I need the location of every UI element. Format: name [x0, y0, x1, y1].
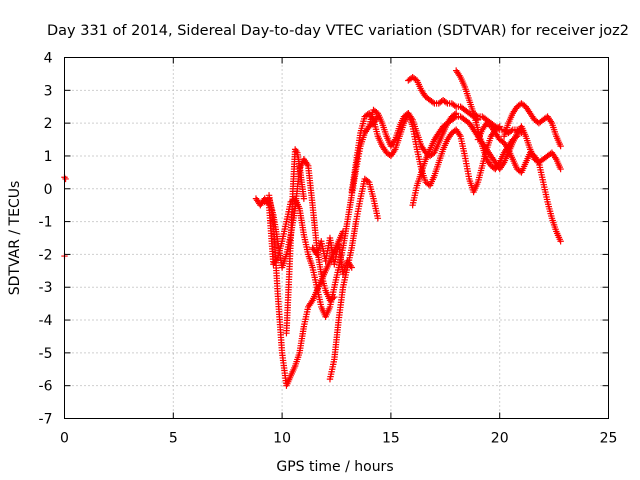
x-axis-label: GPS time / hours	[276, 459, 393, 475]
data-point	[429, 99, 437, 106]
data-point	[364, 177, 371, 185]
data-point	[516, 128, 524, 136]
y-tick-label: -4	[39, 313, 53, 329]
data-point	[300, 195, 308, 202]
y-axis-label: SDTVAR / TECUs	[7, 181, 23, 296]
data-point	[518, 129, 525, 137]
data-point	[495, 125, 502, 132]
plot-frame	[64, 57, 609, 419]
y-tick-label: -3	[39, 280, 53, 296]
x-tick-label: 10	[273, 431, 291, 447]
data-point	[329, 294, 337, 302]
data-point	[557, 142, 564, 150]
data-point	[339, 228, 347, 235]
y-tick-label: 1	[44, 149, 53, 165]
chart-title: Day 331 of 2014, Sidereal Day-to-day VTE…	[47, 23, 629, 39]
data-point	[508, 127, 515, 134]
data-point	[451, 102, 458, 109]
series-sat-p	[470, 110, 525, 137]
y-tick-label: 2	[44, 116, 53, 132]
y-tick-label: -6	[39, 379, 53, 395]
y-tick-label: -5	[39, 346, 53, 362]
series-sat-h	[326, 175, 382, 383]
data-point	[62, 175, 69, 183]
x-tick-label: 0	[60, 431, 69, 447]
data-point	[442, 99, 450, 106]
y-tick-label: -1	[39, 215, 53, 231]
x-tick-label: 5	[169, 431, 178, 447]
y-tick-label: -2	[39, 247, 53, 263]
y-tick-label: -7	[39, 412, 53, 428]
data-point	[374, 215, 382, 222]
data-point	[451, 114, 458, 121]
series-sat-d	[265, 192, 347, 389]
data-point	[557, 238, 564, 245]
data-point	[557, 165, 564, 173]
series-sat-n	[474, 119, 564, 245]
x-tick-label: 15	[382, 431, 400, 447]
x-tick-label: 25	[600, 431, 618, 447]
plot-marks	[61, 67, 564, 389]
x-tick-label: 20	[491, 431, 509, 447]
y-tick-label: 4	[44, 51, 53, 67]
series-sat-j	[365, 106, 503, 196]
y-tick-label: 0	[44, 182, 53, 198]
y-tick-label: 3	[44, 83, 53, 99]
data-point	[331, 293, 338, 301]
series-sat-f	[283, 146, 308, 337]
data-point	[473, 112, 480, 119]
